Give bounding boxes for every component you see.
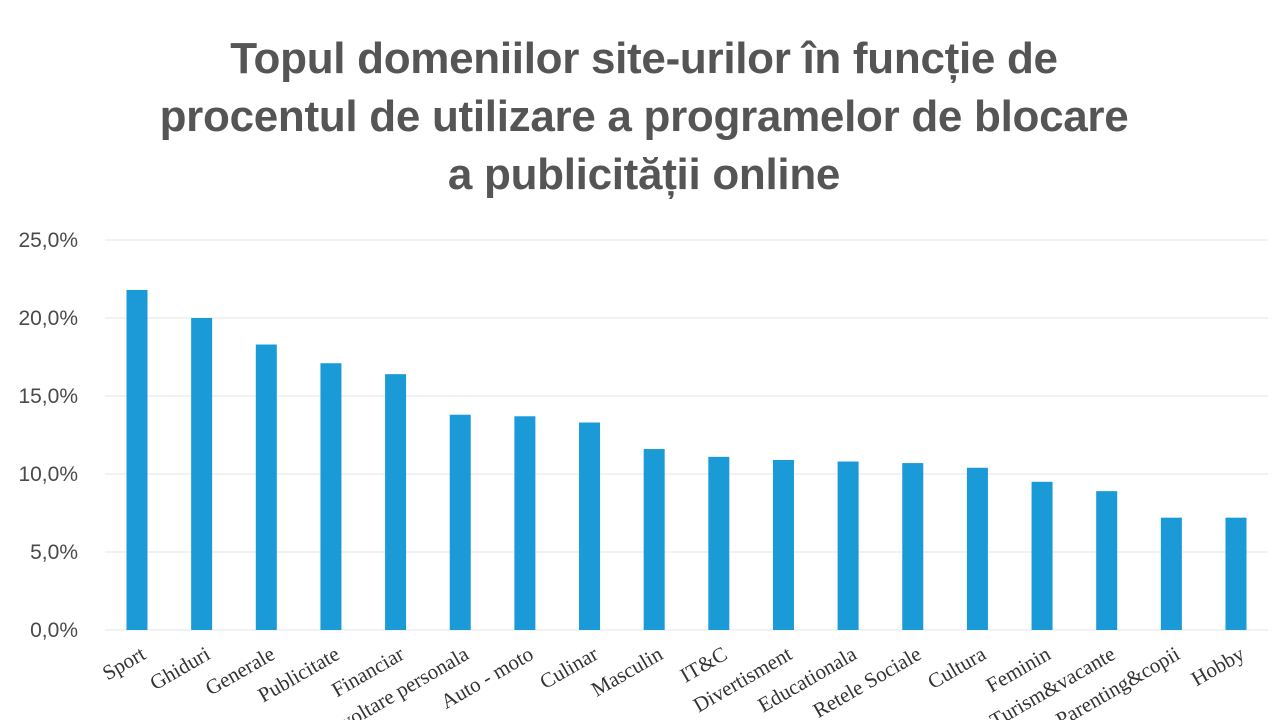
x-axis-category-labels: SportGhiduriGeneralePublicitateFinanciar… [98, 641, 1249, 720]
gridlines [105, 239, 1268, 631]
bar [708, 456, 730, 630]
chart-title-line-1: Topul domeniilor site-urilor în funcție … [230, 34, 1058, 83]
bar [1031, 481, 1053, 630]
bar [385, 374, 407, 630]
bar [255, 344, 277, 630]
y-tick-label: 10,0% [18, 463, 78, 486]
x-category-label: Sport [98, 641, 150, 685]
bars [126, 289, 1247, 630]
y-tick-label: 5,0% [30, 541, 78, 564]
x-category-label: Masculin [587, 641, 667, 701]
bar [902, 463, 924, 630]
chart-title-line-3: a publicității online [447, 150, 841, 199]
x-category-label: Cultura [923, 641, 990, 694]
bar [126, 289, 148, 630]
bar [191, 318, 213, 630]
bar [1160, 517, 1182, 630]
bar [966, 467, 988, 630]
bar [1096, 491, 1118, 630]
y-tick-label: 15,0% [18, 385, 78, 408]
y-axis-tick-labels: 0,0% 5,0% 10,0% 15,0% 20,0% 25,0% [18, 229, 78, 642]
x-category-label: Ghiduri [146, 641, 215, 695]
bar [514, 416, 536, 630]
bar [772, 459, 794, 630]
bar [449, 414, 471, 630]
chart-title: Topul domeniilor site-urilor în funcție … [0, 30, 1280, 204]
x-category-label: Hobby [1187, 641, 1249, 691]
y-tick-label: 0,0% [30, 619, 78, 642]
chart-title-line-2: procentul de utilizare a programelor de … [159, 92, 1129, 141]
bar [320, 363, 342, 630]
y-tick-label: 20,0% [18, 307, 78, 330]
y-tick-label: 25,0% [18, 229, 78, 252]
bar [837, 461, 859, 630]
bar [643, 449, 665, 630]
bar [1225, 517, 1247, 630]
bar [579, 422, 601, 630]
